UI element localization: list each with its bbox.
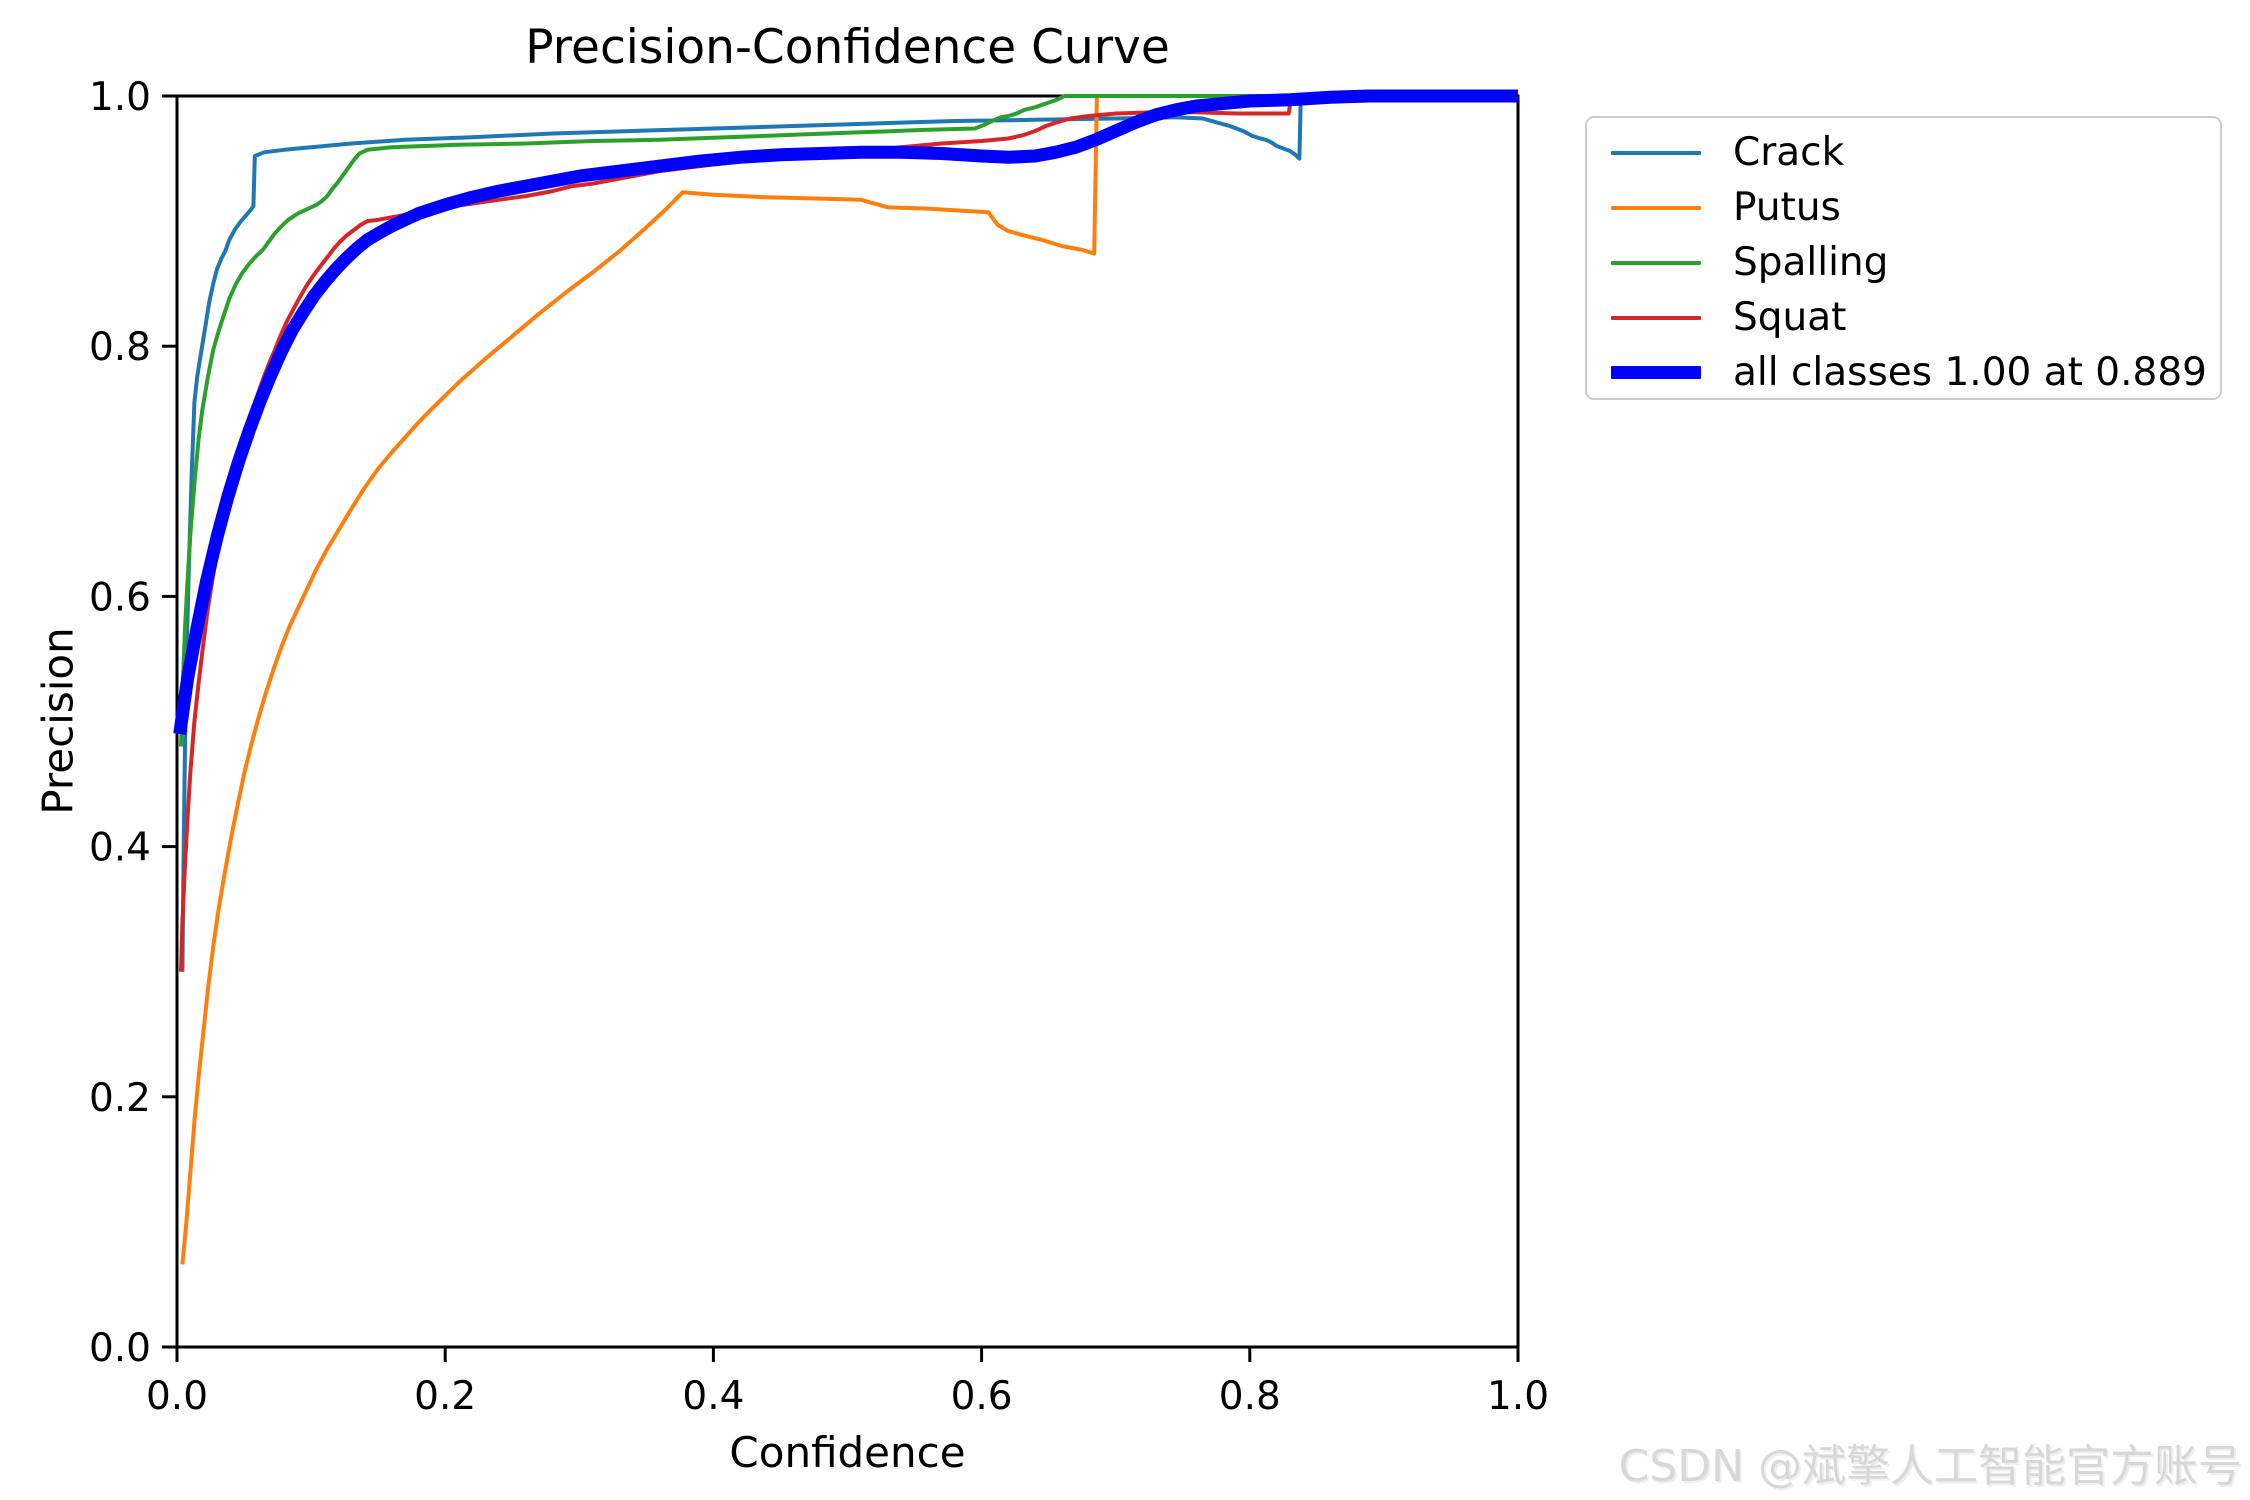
legend-item-spalling: Spalling — [1611, 235, 2220, 290]
x-tick-label: 0.2 — [414, 1374, 476, 1419]
legend-label-crack: Crack — [1733, 130, 1845, 175]
legend-item-all-classes: all classes 1.00 at 0.889 — [1611, 345, 2220, 400]
watermark: CSDN @斌擎人工智能官方账号 — [1618, 1441, 2242, 1492]
y-tick-label: 0.4 — [89, 826, 151, 871]
legend-item-squat: Squat — [1611, 290, 2220, 345]
curve-putus — [180, 94, 1518, 1265]
y-tick-label: 0.8 — [89, 325, 151, 370]
y-tick-label: 0.0 — [89, 1326, 151, 1371]
chart-title: Precision-Confidence Curve — [525, 20, 1170, 75]
curve-spalling — [179, 94, 1518, 747]
x-tick-label: 0.4 — [682, 1374, 744, 1419]
x-tick-label: 1.0 — [1487, 1374, 1549, 1419]
legend-line-sample-squat — [1611, 315, 1701, 320]
legend: Crack Putus Spalling Squat all classes 1.00 … — [1585, 116, 2222, 400]
legend-label-spalling: Spalling — [1733, 240, 1889, 285]
legend-label-putus: Putus — [1733, 185, 1841, 230]
x-axis-label: Confidence — [729, 1428, 966, 1477]
curve-all-classes — [173, 89, 1518, 735]
x-tick-label: 0.8 — [1219, 1374, 1281, 1419]
x-tick-label: 0.6 — [951, 1374, 1013, 1419]
x-tick-label: 0.0 — [146, 1374, 208, 1419]
legend-item-putus: Putus — [1611, 180, 2220, 235]
legend-label-all-classes: all classes 1.00 at 0.889 — [1733, 350, 2207, 395]
legend-line-sample-crack — [1611, 150, 1701, 155]
y-tick-label: 0.6 — [89, 575, 151, 620]
axes-spines — [175, 94, 1520, 1349]
curve-crack — [180, 94, 1518, 972]
legend-line-sample-all-classes — [1611, 366, 1701, 379]
y-tick-label: 0.2 — [89, 1076, 151, 1121]
legend-line-sample-spalling — [1611, 260, 1701, 265]
y-tick-label: 1.0 — [89, 75, 151, 120]
legend-item-crack: Crack — [1611, 125, 2220, 180]
y-axis-label: Precision — [33, 627, 83, 815]
legend-line-sample-putus — [1611, 205, 1701, 210]
legend-label-squat: Squat — [1733, 295, 1847, 340]
